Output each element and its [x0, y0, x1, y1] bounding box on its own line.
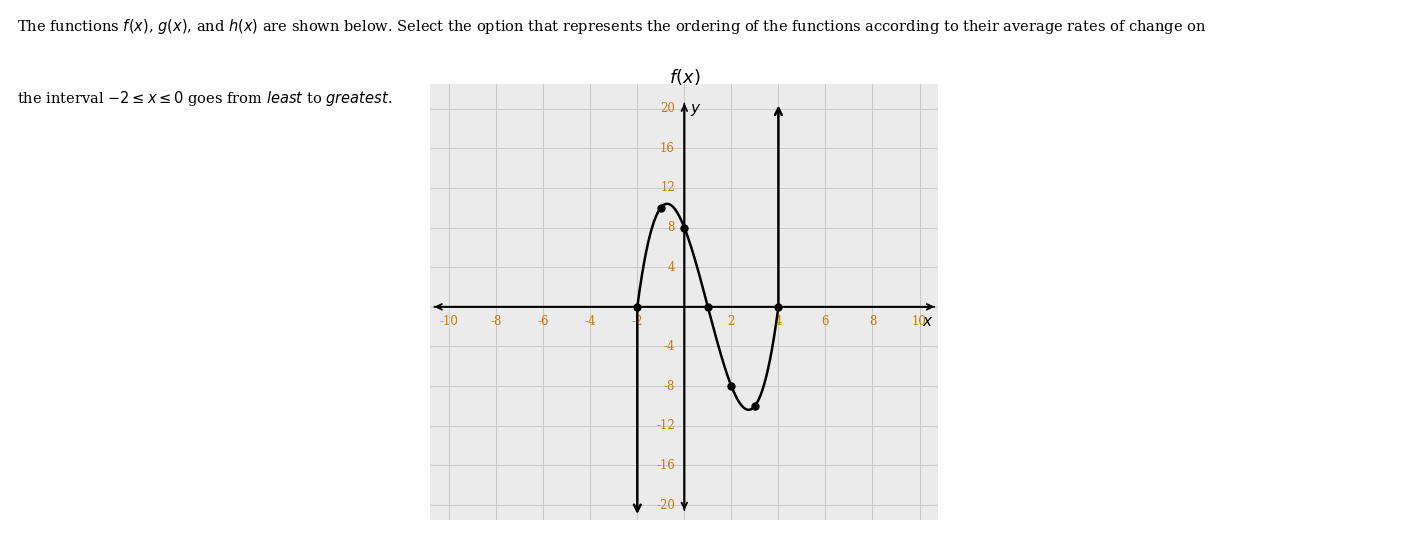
- Text: -4: -4: [663, 340, 674, 353]
- Text: 12: 12: [660, 182, 674, 195]
- Text: 10: 10: [912, 315, 927, 328]
- Text: -6: -6: [538, 315, 549, 328]
- Text: 8: 8: [869, 315, 876, 328]
- Text: 16: 16: [660, 142, 674, 155]
- Text: -20: -20: [656, 499, 674, 511]
- Text: 20: 20: [660, 102, 674, 115]
- Text: -4: -4: [584, 315, 595, 328]
- Text: -16: -16: [656, 459, 674, 472]
- Text: -8: -8: [491, 315, 502, 328]
- Text: The functions $f(x)$, $g(x)$, and $h(x)$ are shown below. Select the option that: The functions $f(x)$, $g(x)$, and $h(x)$…: [17, 17, 1206, 36]
- Text: -12: -12: [656, 419, 674, 432]
- Text: 2: 2: [728, 315, 735, 328]
- Text: $f(x)$: $f(x)$: [669, 67, 700, 87]
- Text: 4: 4: [775, 315, 782, 328]
- Text: -2: -2: [632, 315, 643, 328]
- Text: -8: -8: [663, 380, 674, 392]
- Text: the interval $-2 \leq x \leq 0$ goes from $\mathit{least}$ to $\mathit{greatest}: the interval $-2 \leq x \leq 0$ goes fro…: [17, 89, 392, 108]
- Text: $y$: $y$: [690, 102, 701, 118]
- Text: -10: -10: [440, 315, 459, 328]
- Text: 4: 4: [667, 260, 674, 274]
- Text: 6: 6: [821, 315, 830, 328]
- Text: 8: 8: [667, 221, 674, 234]
- Text: $x$: $x$: [921, 315, 934, 329]
